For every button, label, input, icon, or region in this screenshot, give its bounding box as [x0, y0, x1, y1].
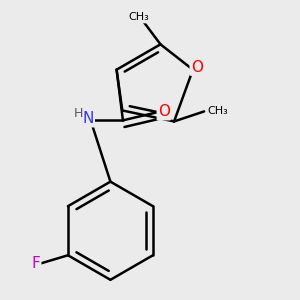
Text: F: F [32, 256, 40, 271]
Text: N: N [82, 111, 94, 126]
Text: O: O [191, 60, 203, 75]
Text: CH₃: CH₃ [128, 12, 149, 22]
Text: O: O [158, 104, 170, 119]
Text: H: H [73, 107, 83, 120]
Text: CH₃: CH₃ [207, 106, 228, 116]
